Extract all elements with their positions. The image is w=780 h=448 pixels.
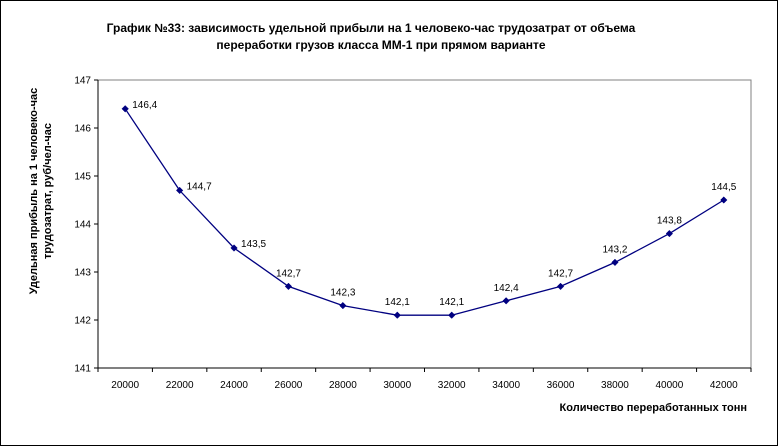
y-tick-label: 145 xyxy=(74,172,91,183)
data-label: 142,1 xyxy=(439,297,464,308)
data-label: 143,5 xyxy=(241,239,266,250)
series-line xyxy=(124,108,725,316)
data-label: 142,7 xyxy=(548,268,573,279)
x-tick-label: 38000 xyxy=(601,380,629,391)
x-tick-label: 34000 xyxy=(492,380,520,391)
data-point-marker xyxy=(448,311,456,319)
data-label: 143,2 xyxy=(602,244,627,255)
x-tick-label: 40000 xyxy=(655,380,683,391)
data-label: 144,7 xyxy=(187,181,212,192)
x-tick-label: 30000 xyxy=(383,380,411,391)
data-point-marker xyxy=(720,196,728,204)
data-point-marker xyxy=(175,186,184,195)
data-point-marker xyxy=(502,297,510,305)
data-label: 142,4 xyxy=(494,283,519,294)
data-label: 146,4 xyxy=(132,100,157,111)
series-line-group: 146,4 144,7 143,5 142,7 142,3 142,1 142,1 142,4… xyxy=(121,100,737,319)
axes: 141 142 143 144 145 146 147 20000 22000 24000 2600… xyxy=(74,76,752,391)
data-point-marker xyxy=(230,244,238,252)
x-tick-label: 36000 xyxy=(547,380,575,391)
x-tick-label: 20000 xyxy=(111,380,139,391)
plot-area xyxy=(97,79,752,369)
data-point-marker xyxy=(339,301,347,310)
y-tick-label: 141 xyxy=(74,364,91,375)
y-tick-label: 147 xyxy=(74,76,91,87)
y-tick-label: 143 xyxy=(74,268,91,279)
data-point-marker xyxy=(611,258,619,267)
y-tick-label: 142 xyxy=(74,316,91,327)
data-label: 143,8 xyxy=(657,216,682,227)
x-tick-label: 24000 xyxy=(220,380,248,391)
x-axis-label: Количество переработанных тонн xyxy=(559,402,747,414)
x-tick-label: 26000 xyxy=(275,380,303,391)
data-point-marker xyxy=(121,105,129,113)
x-tick-label: 32000 xyxy=(438,380,466,391)
chart-title-line-2: переработки грузов класса ММ-1 при прямо… xyxy=(216,38,546,52)
x-tick-label: 42000 xyxy=(710,380,738,391)
data-label: 142,3 xyxy=(330,288,355,299)
data-point-marker xyxy=(665,229,674,238)
y-tick-label: 146 xyxy=(74,124,91,135)
x-tick-label: 28000 xyxy=(329,380,357,391)
data-label: 142,7 xyxy=(276,268,301,279)
data-label: 144,5 xyxy=(711,182,736,193)
x-tick-label: 22000 xyxy=(166,380,194,391)
data-point-marker xyxy=(556,282,565,291)
data-point-marker xyxy=(393,311,401,319)
data-point-marker xyxy=(284,282,293,291)
chart-title-line-1: График №33: зависимость удельной прибыли… xyxy=(106,21,636,35)
data-label: 142,1 xyxy=(385,297,410,308)
y-tick-label: 144 xyxy=(74,220,91,231)
